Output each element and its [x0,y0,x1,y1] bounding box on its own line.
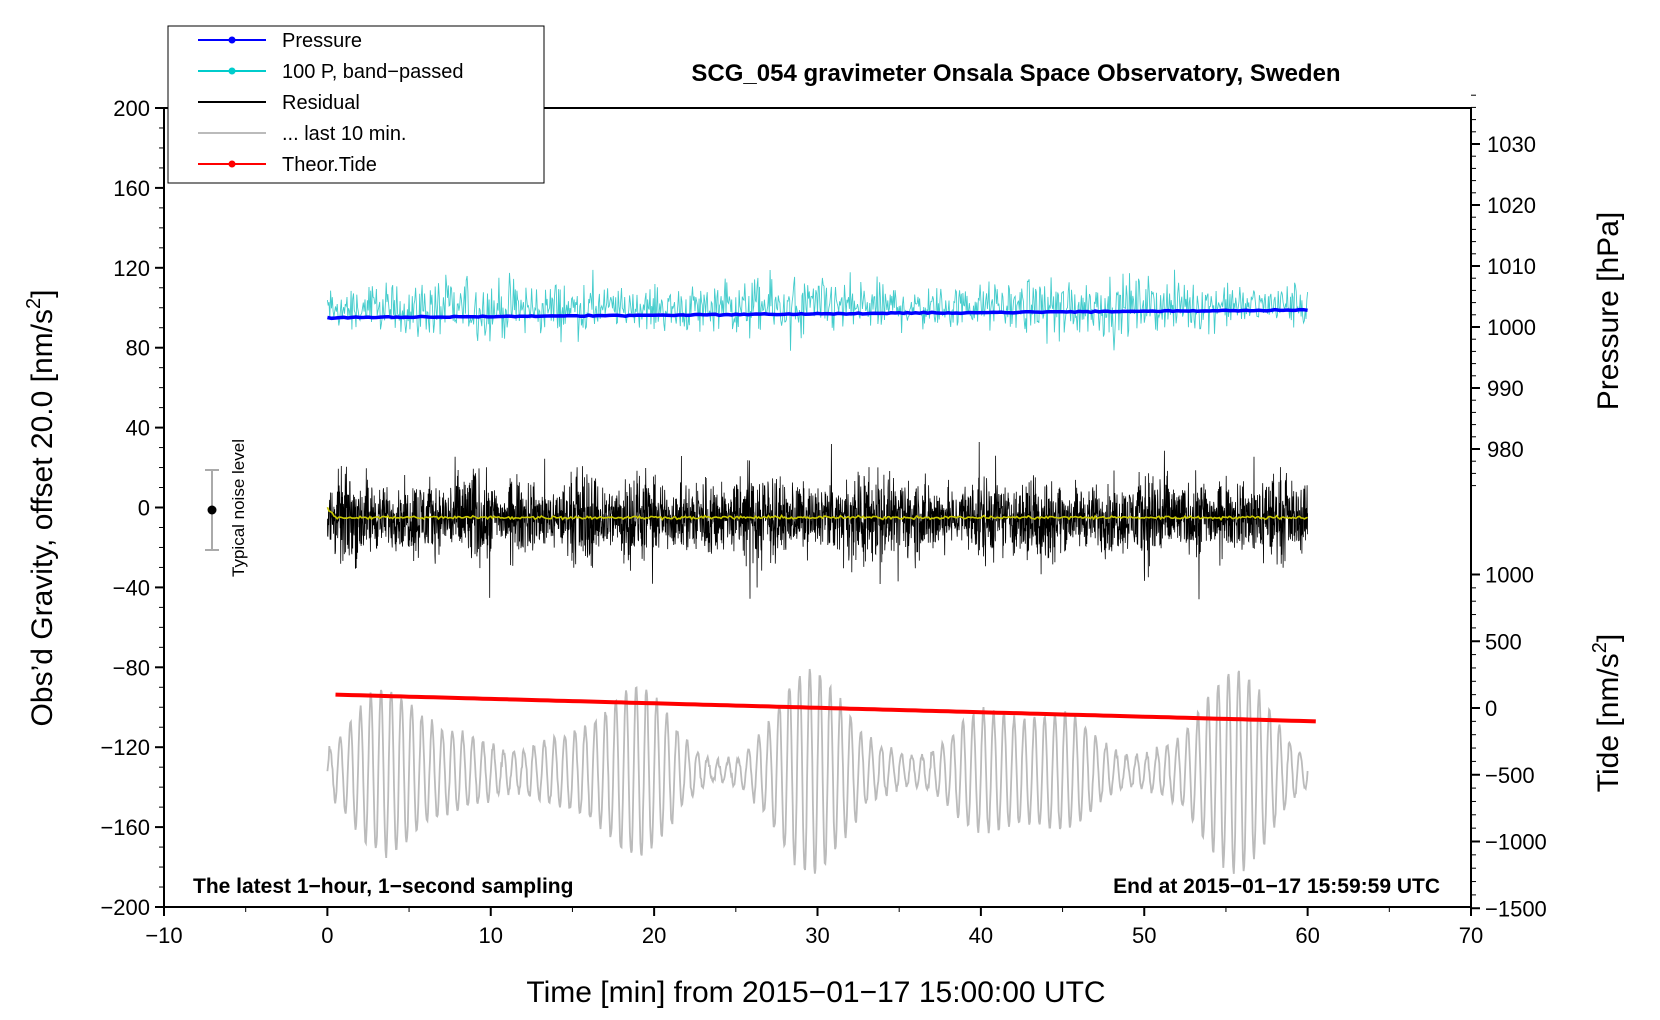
pressure-tick-label: 1000 [1487,315,1536,340]
y-axis-label-sup: 2 [23,298,45,309]
pressure-tick-label: 1020 [1487,193,1536,218]
legend-label-1: 100 P, band−passed [282,61,463,83]
legend-label-3: ... last 10 min. [282,123,407,145]
last-10-min-line [326,668,1309,874]
legend-label-0: Pressure [282,30,362,52]
annotation-left: The latest 1−hour, 1−second sampling [193,875,573,898]
y-tick-label: −40 [113,575,150,600]
right-y-axes: 980 990 1000 1010 1020 1030 −1500 −1000 −500 0 500… [1471,94,1547,921]
noise-point [207,505,217,515]
x-tick-label: 40 [969,923,993,948]
x-axis-label: Time [min] from 2015−01−17 15:00:00 UTC [526,976,1105,1009]
y-tick-label: −120 [100,735,150,760]
legend-marker-4 [228,160,236,168]
legend-box [167,25,545,184]
chart-title: SCG_054 gravimeter Onsala Space Observat… [691,60,1340,87]
pressure-tick-label: 990 [1487,376,1524,401]
y-tick-label: −80 [113,655,150,680]
tide-tick-label: −500 [1485,763,1535,788]
y-tick-label: 80 [126,336,150,361]
x-tick-label: 0 [321,923,333,948]
y-tick-label: 40 [126,416,150,441]
tide-axis-label: Tide [nm/s2] [1589,634,1625,792]
tide-tick-label: 500 [1485,629,1522,654]
y-axis-label-suffix: ] [26,290,59,298]
noise-label: Typical noise level [229,439,248,577]
y-tick-label: −200 [100,895,150,920]
y-tick-label: 160 [113,176,150,201]
y-tick-label: 200 [113,96,150,121]
noise-level-marker: Typical noise level [205,439,248,577]
x-axis: −10 0 10 20 30 40 50 60 70 [145,907,1483,948]
pressure-tick-label: 1030 [1487,132,1536,157]
y-tick-label: 120 [113,256,150,281]
tide-tick-label: 0 [1485,696,1497,721]
legend: Pressure 100 P, band−passed Residual ... la… [167,25,545,184]
x-tick-label: 70 [1459,923,1483,948]
y-tick-label: 0 [138,496,150,521]
tide-tick-label: 1000 [1485,563,1534,588]
pressure-tick-label: 980 [1487,437,1524,462]
x-tick-label: −10 [145,923,182,948]
tide-axis-label-prefix: Tide [nm/s [1592,653,1625,792]
left-y-axis: −200 −160 −120 −80 −40 0 40 80 120 160 200 [100,96,164,920]
tide-axis-label-suffix: ] [1592,634,1625,642]
y-axis-label-prefix: Obs’d Gravity, offset 20.0 [nm/s [26,309,59,726]
x-tick-label: 50 [1132,923,1156,948]
x-tick-label: 10 [479,923,503,948]
residual-line [327,441,1308,600]
x-tick-label: 60 [1295,923,1319,948]
y-tick-label: −160 [100,815,150,840]
tide-axis-label-sup: 2 [1589,642,1611,653]
legend-marker-1 [228,67,236,75]
pressure-tick-label: 1010 [1487,254,1536,279]
series-layer [326,269,1316,874]
x-tick-label: 20 [642,923,666,948]
legend-marker-0 [228,36,236,44]
tide-tick-label: −1000 [1485,830,1547,855]
residual-smoothed-line [326,506,1308,521]
theoretical-tide-line [335,692,1316,724]
pressure-line [327,307,1308,321]
legend-label-2: Residual [282,92,360,114]
pressure-axis-label: Pressure [hPa] [1592,212,1625,410]
tide-tick-label: −1500 [1485,896,1547,921]
legend-label-4: Theor.Tide [282,154,377,176]
x-tick-label: 30 [805,923,829,948]
y-axis-label: Obs’d Gravity, offset 20.0 [nm/s2] [23,290,59,727]
annotation-right: End at 2015−01−17 15:59:59 UTC [1113,875,1440,898]
